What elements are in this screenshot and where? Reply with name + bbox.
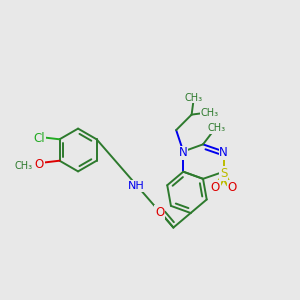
Text: CH₃: CH₃ xyxy=(200,108,218,118)
Text: Cl: Cl xyxy=(34,132,45,145)
Text: O: O xyxy=(155,206,164,219)
Text: NH: NH xyxy=(128,181,145,191)
Text: O: O xyxy=(211,181,220,194)
Text: N: N xyxy=(179,146,188,160)
Text: S: S xyxy=(220,167,227,180)
Text: CH₃: CH₃ xyxy=(207,123,225,133)
Text: CH₃: CH₃ xyxy=(15,161,33,172)
Text: O: O xyxy=(35,158,44,171)
Text: O: O xyxy=(227,181,237,194)
Text: N: N xyxy=(219,146,228,160)
Text: CH₃: CH₃ xyxy=(185,93,203,103)
